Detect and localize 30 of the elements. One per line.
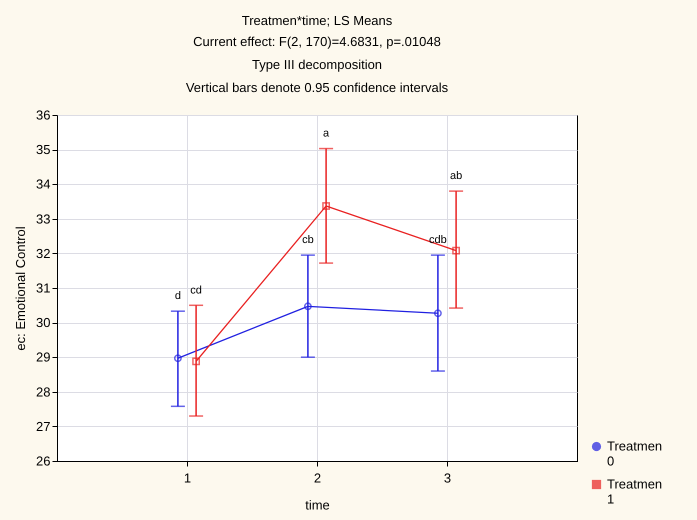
chart-subtitle: Current effect: F(2, 170)=4.6831, p=.01048 Type III decomposition Vertical bars denote 0.95 confidence intervals [186, 34, 449, 95]
y-tick-label: 31 [36, 280, 50, 296]
x-tick-label: 2 [314, 470, 322, 486]
y-tick-label: 33 [36, 211, 50, 226]
y-tick-label: 28 [36, 384, 50, 400]
x-tick-label: 3 [444, 470, 452, 486]
y-tick-label: 36 [36, 108, 50, 122]
y-tick-label: 30 [36, 315, 50, 330]
annotation: a [323, 128, 330, 140]
point [322, 202, 330, 210]
point [192, 357, 200, 366]
chart-title: Treatmen*time; LS Means [242, 13, 393, 28]
x-tick-label: 1 [184, 470, 192, 486]
y-axis-title: ec: Emotional Control [13, 226, 28, 351]
y-tick-label: 27 [36, 418, 50, 434]
annotation: cb [302, 234, 314, 246]
y-tick-label: 34 [36, 176, 50, 192]
annotation: ab [450, 170, 462, 182]
y-tick-label: 35 [36, 142, 50, 158]
y-tick-label: 26 [36, 454, 50, 468]
point [304, 302, 312, 310]
y-tick-label: 29 [36, 350, 50, 365]
x-axis-title: time [305, 498, 330, 512]
legend-label: Treatmen 0 [607, 438, 662, 468]
legend-label: Treatmen 1 [607, 476, 662, 506]
point [452, 246, 460, 255]
annotation: d [174, 290, 181, 302]
annotation: cdb [429, 234, 447, 246]
y-tick-label: 32 [36, 246, 50, 261]
annotation: cd [190, 284, 202, 296]
